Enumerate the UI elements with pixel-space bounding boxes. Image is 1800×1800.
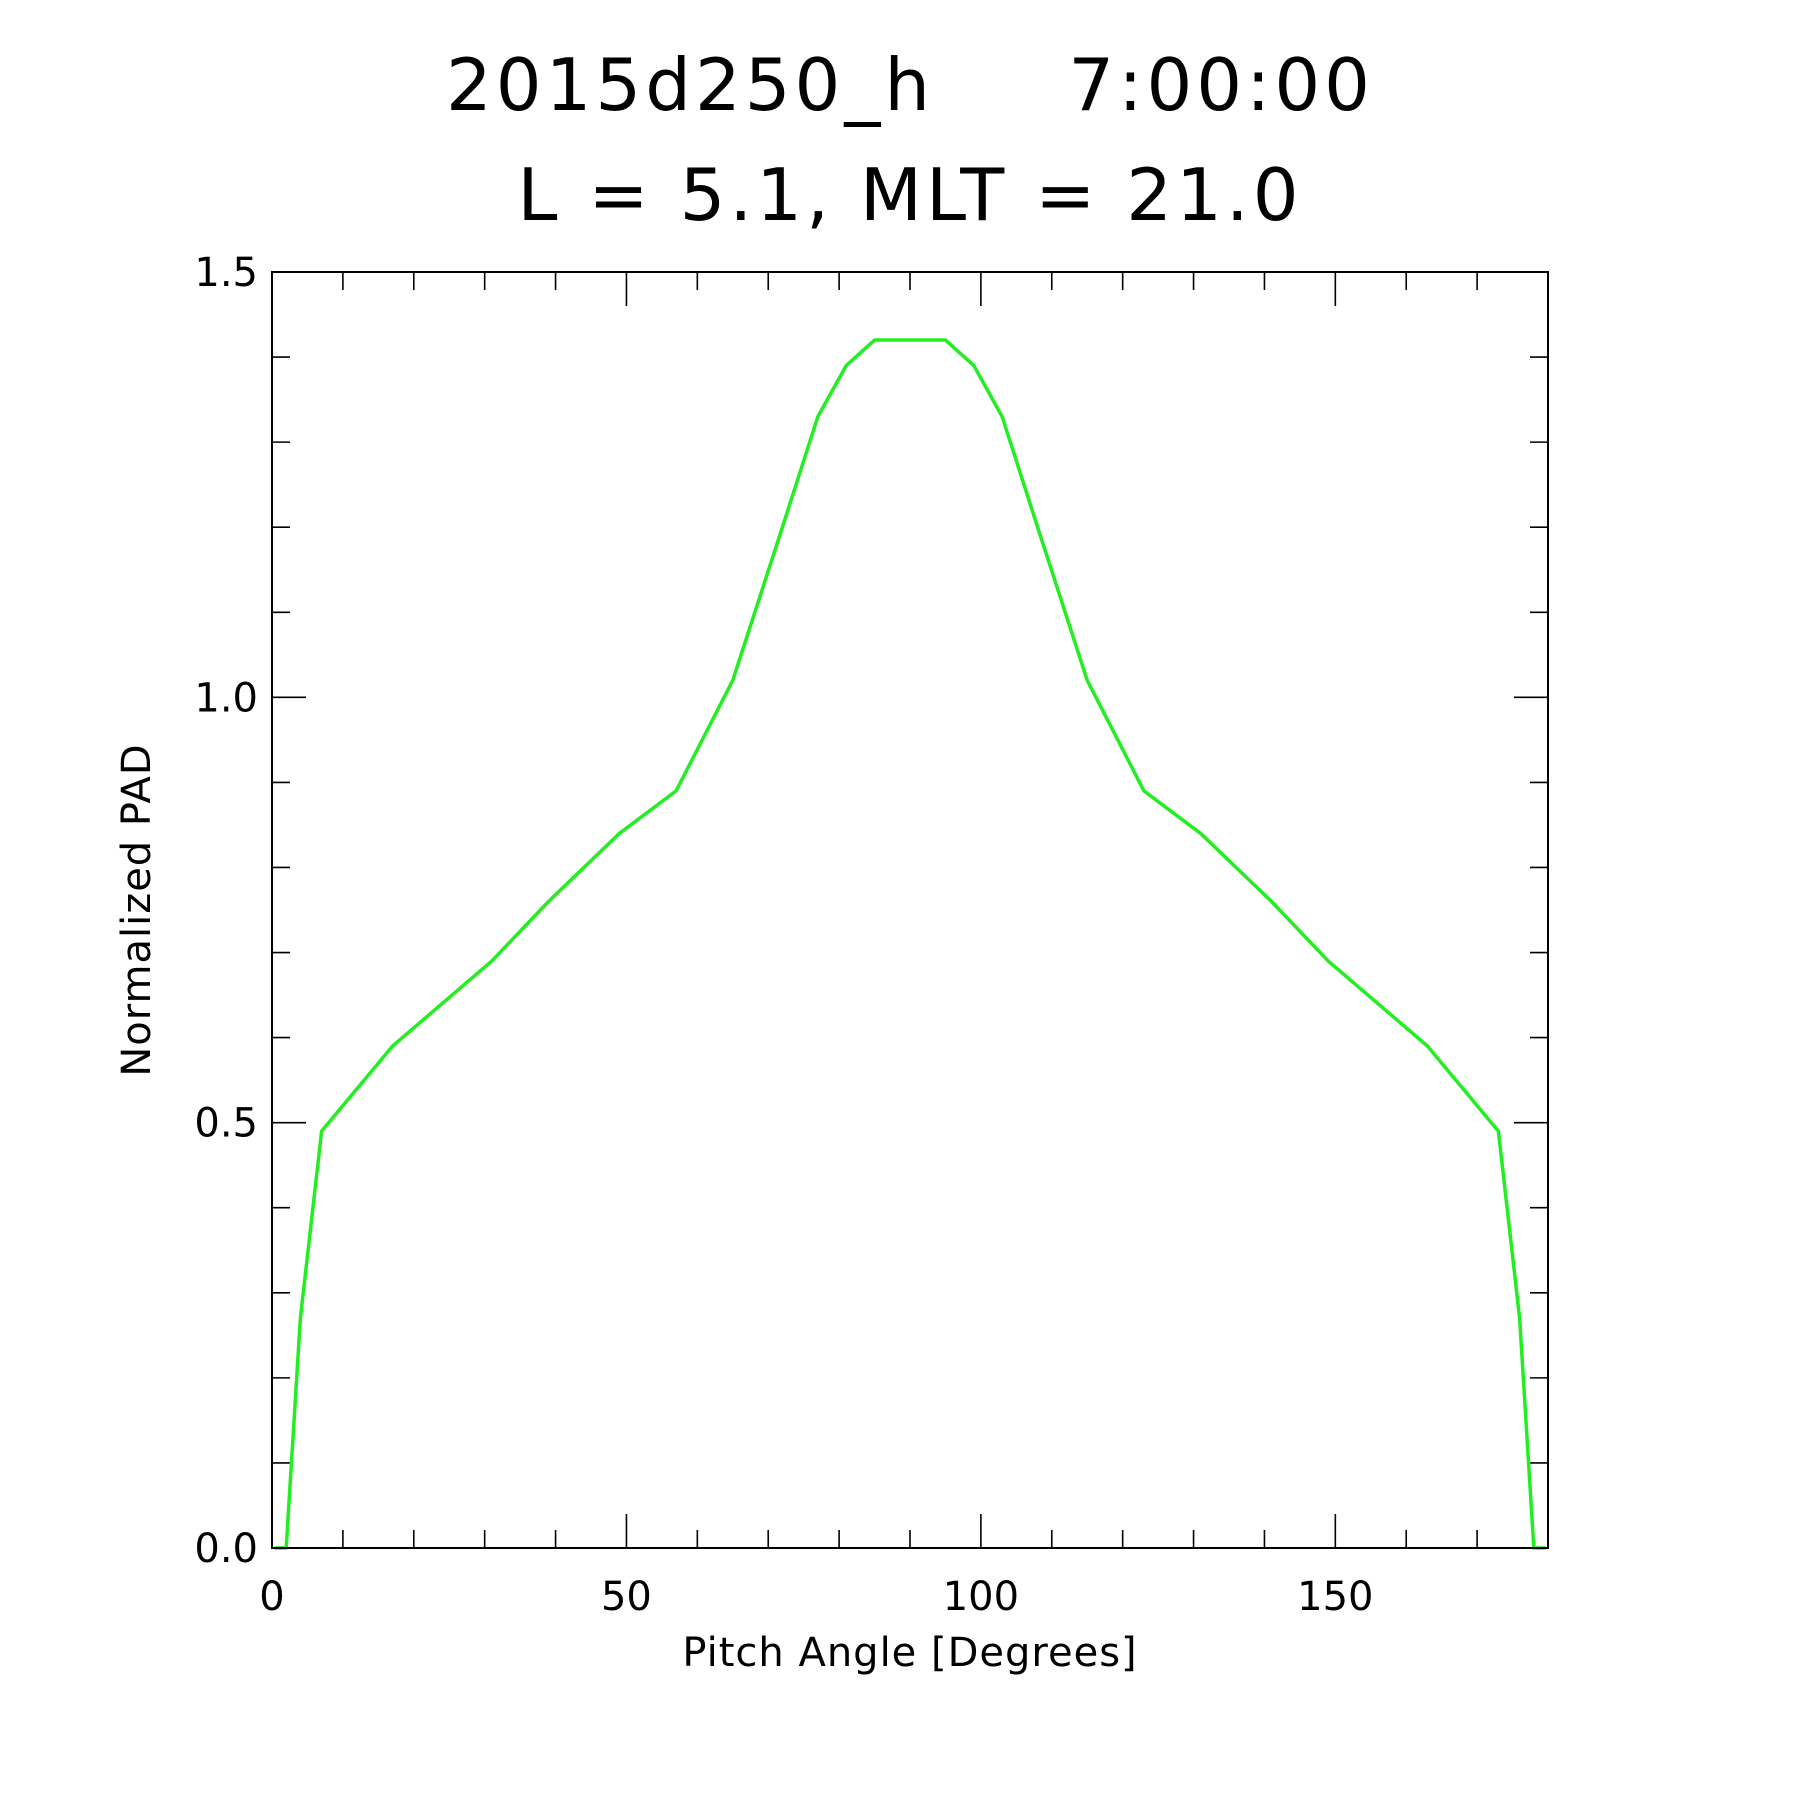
x-tick-label: 50	[601, 1574, 652, 1620]
y-axis-label: Normalized PAD	[114, 743, 160, 1076]
y-tick-labels: 0.0 0.5 1.0 1.5	[194, 250, 258, 1572]
x-tick-label: 100	[943, 1574, 1019, 1620]
y-tick-label: 0.5	[194, 1101, 258, 1147]
y-tick-label: 0.0	[194, 1526, 258, 1572]
chart-title-line-1: 2015d250_h 7:00:00	[446, 43, 1374, 127]
y-tick-label: 1.5	[194, 250, 258, 296]
chart-title-line-2: L = 5.1, MLT = 21.0	[517, 153, 1302, 237]
y-tick-label: 1.0	[194, 675, 258, 721]
x-axis-label: Pitch Angle [Degrees]	[682, 1630, 1137, 1676]
x-minor-ticks	[342, 272, 1478, 1548]
plot-frame	[271, 271, 1549, 1549]
x-tick-label: 150	[1297, 1574, 1373, 1620]
x-tick-label: 0	[259, 1574, 284, 1620]
pad-series-line	[273, 338, 1547, 1550]
x-tick-labels: 0 50 100 150	[259, 1574, 1373, 1620]
y-minor-ticks	[272, 356, 1548, 1464]
